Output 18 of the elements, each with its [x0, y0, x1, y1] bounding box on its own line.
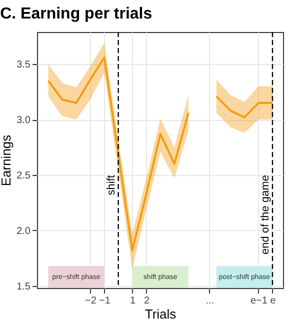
x-axis-title: Trials — [144, 306, 177, 320]
x-tick-label: e−1 — [250, 296, 268, 306]
x-tick-label: ... — [206, 296, 214, 306]
x-tick-label: −2 — [85, 296, 97, 306]
y-tick-label: 1.5 — [16, 281, 31, 292]
y-tick-label: 2.5 — [16, 170, 31, 182]
x-tick-label: e — [270, 296, 276, 306]
y-tick-label: 3.0 — [16, 115, 31, 126]
y-axis-title: Earnings — [0, 134, 14, 186]
x-tick-label: −1 — [99, 296, 111, 306]
x-tick-label: 1 — [130, 296, 136, 306]
line-series — [215, 95, 274, 118]
ref-line-label: end of the game — [259, 175, 272, 255]
y-tick-label: 2.0 — [16, 226, 31, 237]
y-tick-label: 3.5 — [16, 60, 31, 71]
ref-line-label: shift — [105, 175, 118, 196]
x-tick-label: 2 — [144, 296, 150, 306]
chart-title: C. Earning per trials — [0, 5, 152, 22]
